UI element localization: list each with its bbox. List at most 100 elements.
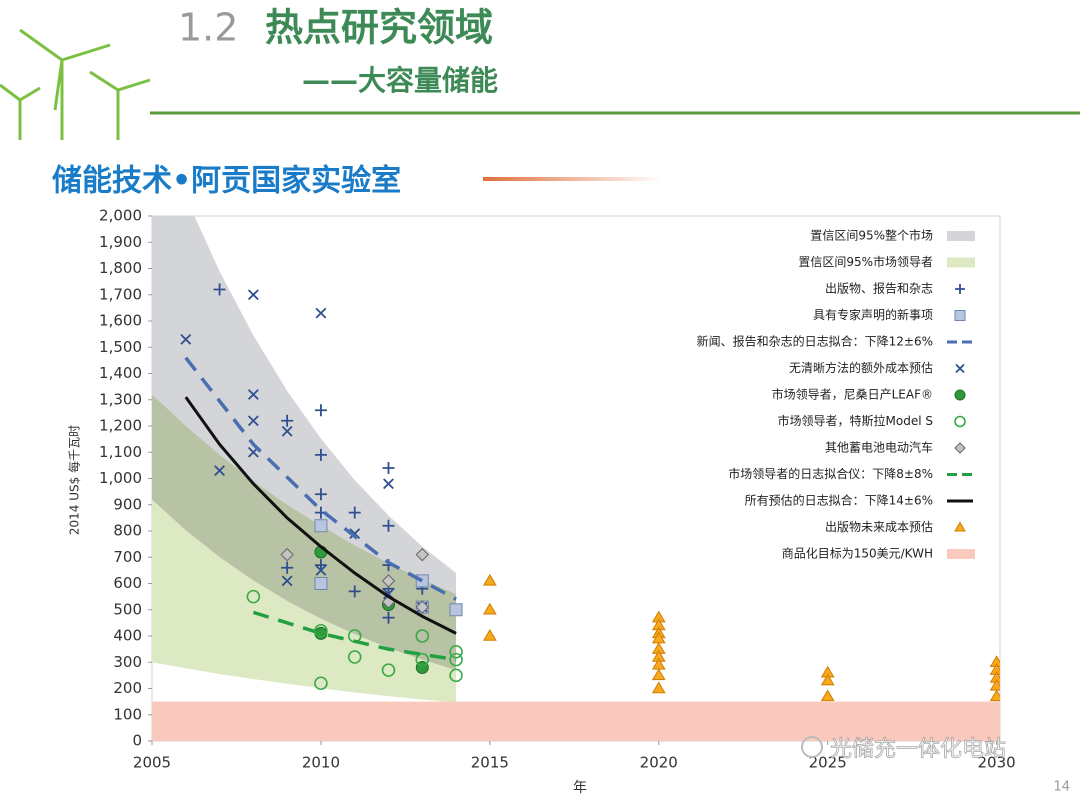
point-diamond: [415, 547, 429, 562]
point-x: [383, 478, 394, 490]
y-tick-label: 300: [113, 653, 142, 671]
legend-label: 出版物、报告和杂志: [825, 281, 933, 296]
y-tick-label: 1,000: [99, 469, 142, 487]
legend-label: 置信区间95%市场领导者: [798, 254, 933, 269]
y-tick-label: 1,600: [99, 312, 142, 330]
legend-swatch: [947, 257, 975, 268]
point-plus: [314, 448, 327, 461]
legend-label: 其他蓄电池电动汽车: [825, 440, 933, 455]
point-plus: [348, 506, 361, 519]
section-title: 储能技术•阿贡国家实验室: [52, 164, 401, 199]
x-axis-label: 年: [573, 780, 587, 796]
point-ring: [314, 623, 328, 638]
point-plus: [382, 462, 395, 474]
point-ring: [347, 629, 362, 643]
y-tick-label: 100: [113, 705, 142, 723]
point-diamond: [381, 574, 396, 588]
y-tick-label: 1,300: [99, 390, 142, 408]
fit-line: [184, 396, 457, 635]
x-tick-label: 2025: [809, 754, 847, 772]
y-tick-label: 1,400: [99, 364, 142, 382]
point-ring: [449, 644, 463, 659]
point-x: [214, 465, 226, 477]
y-tick-label: 900: [113, 495, 142, 513]
point-triangle: [482, 629, 497, 641]
legend-swatch: [955, 363, 965, 374]
fit-line: [252, 610, 457, 662]
x-tick-label: 2030: [978, 754, 1016, 772]
x-tick-label: 2010: [302, 754, 340, 772]
point-square: [314, 577, 328, 590]
point-ring: [415, 629, 430, 643]
page-number: 14: [1053, 780, 1070, 795]
legend-swatch: [954, 442, 966, 454]
point-plus: [382, 611, 395, 624]
point-plus: [348, 585, 361, 598]
point-plus: [281, 414, 294, 427]
y-tick-label: 1,200: [99, 417, 142, 435]
point-x: [315, 307, 327, 319]
point-plus: [382, 519, 395, 532]
point-triangle: [482, 573, 497, 586]
legend-swatch: [954, 415, 966, 428]
confidence-band: [152, 394, 457, 703]
point-x: [247, 415, 259, 427]
x-tick-label: 2015: [471, 754, 509, 772]
y-tick-label: 1,900: [99, 233, 142, 251]
point-plus: [213, 283, 226, 296]
legend-label: 市场领导者，特斯拉Model S: [778, 413, 933, 428]
y-tick-label: 200: [113, 679, 142, 697]
legend-swatch: [947, 549, 975, 559]
point-ring: [347, 650, 362, 664]
legend-label: 市场领导者的日志拟合仪：下降8±8%: [728, 466, 933, 481]
y-tick-label: 800: [113, 522, 142, 540]
y-tick-label: 2,000: [99, 207, 142, 225]
plot-area: [152, 216, 1000, 741]
y-tick-label: 400: [113, 627, 142, 645]
header-subtitle: ——大容量储能: [302, 64, 498, 97]
y-tick-label: 1,700: [99, 285, 142, 303]
point-plus: [314, 404, 327, 417]
legend-swatch: [954, 389, 966, 401]
fit-line: [184, 356, 457, 601]
point-ring: [314, 676, 328, 691]
point-ring: [246, 589, 261, 604]
point-ring: [449, 652, 463, 667]
point-x: [315, 564, 327, 576]
y-tick-label: 700: [113, 548, 142, 566]
legend-label: 具有专家声明的新事项: [813, 307, 933, 322]
point-diamond: [280, 547, 294, 562]
legend-swatch: [954, 310, 966, 321]
wind-turbines: [0, 28, 151, 140]
y-tick-label: 0: [132, 732, 142, 750]
y-tick-label: 1,800: [99, 259, 142, 277]
legend-swatch: [954, 521, 966, 532]
legend-label: 商品化目标为150美元/KWH: [782, 546, 933, 561]
point-triangle: [651, 668, 666, 681]
legend-label: 置信区间95%整个市场: [810, 228, 933, 243]
point-triangle: [989, 689, 1000, 702]
point-triangle: [651, 681, 666, 694]
point-x: [180, 333, 192, 345]
legend-label: 出版物未来成本预估: [825, 520, 933, 534]
point-square: [449, 603, 463, 617]
section-number: 1.2: [178, 6, 238, 50]
point-square: [314, 519, 328, 533]
point-x: [247, 289, 259, 301]
y-tick-label: 500: [113, 600, 142, 618]
legend-swatch: [955, 284, 965, 294]
legend: 置信区间95%整个市场置信区间95%市场领导者出版物、报告和杂志具有专家声明的新…: [697, 228, 975, 561]
axes: 0 100 200 300 400 500 600 700 800 900 1,000 1,100 1,…: [99, 207, 1016, 772]
point-x: [281, 575, 293, 587]
point-ring: [381, 663, 396, 677]
point-diamond: [415, 600, 429, 614]
point-triangle: [482, 602, 497, 615]
x-tick-label: 2005: [133, 754, 171, 772]
y-tick-label: 600: [113, 574, 142, 592]
legend-label: 市场领导者，尼桑日产LEAF®: [772, 387, 933, 402]
legend-label: 所有预估的日志拟合：下降14±6%: [745, 493, 933, 508]
legend-swatch: [947, 231, 975, 241]
watermark: 光储充一体化电站: [830, 737, 1006, 762]
point-x: [281, 425, 293, 437]
